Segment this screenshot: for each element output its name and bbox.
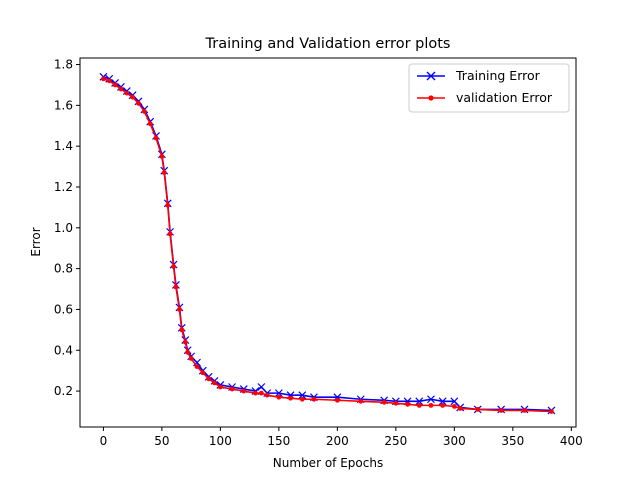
x-axis-label: Number of Epochs: [273, 456, 383, 470]
training-error-point: [193, 358, 201, 367]
validation-error-point: [130, 94, 136, 100]
training-error-point: [274, 389, 283, 398]
y-tick-label: 1.4: [54, 139, 73, 153]
validation-error-point: [276, 394, 282, 400]
training-error-point: [298, 391, 307, 400]
validation-error-point: [522, 408, 527, 413]
plot-area: [99, 72, 556, 415]
y-tick-label: 1.8: [54, 58, 73, 72]
validation-error-point: [358, 398, 364, 404]
validation-error-series: [100, 76, 554, 414]
x-tick-label: 200: [326, 434, 349, 448]
y-tick-label: 0.2: [54, 384, 73, 398]
y-tick-label: 0.6: [54, 302, 73, 316]
validation-error-point: [264, 392, 270, 398]
validation-error-point: [159, 153, 165, 159]
validation-error-point: [171, 264, 176, 269]
y-tick-label: 0.4: [54, 343, 73, 357]
validation-error-point: [100, 76, 106, 82]
x-axis-ticks: 0 50 100 150 200 250 300 350 400: [100, 427, 583, 448]
validation-error-point: [217, 384, 223, 390]
validation-error-point: [498, 408, 504, 413]
validation-error-point: [416, 402, 422, 408]
validation-error-point: [440, 402, 446, 408]
validation-error-point: [258, 390, 264, 396]
x-tick-label: 300: [443, 434, 466, 448]
validation-error-point: [428, 402, 434, 408]
validation-error-point: [106, 78, 112, 84]
validation-error-point: [212, 380, 217, 386]
legend-training-label: Training Error: [455, 68, 541, 83]
validation-error-point: [334, 397, 340, 403]
chart-title: Training and Validation error plots: [205, 36, 451, 52]
validation-error-point: [381, 399, 387, 405]
validation-error-point: [161, 170, 167, 176]
validation-error-point: [182, 339, 188, 345]
validation-error-point: [141, 109, 147, 114]
validation-error-point: [241, 388, 247, 394]
validation-error-point: [179, 327, 185, 333]
training-error-point: [427, 395, 435, 404]
validation-error-point: [185, 349, 191, 355]
validation-error-point: [124, 90, 130, 96]
validation-error-point: [153, 135, 159, 141]
legend: Training Error validation Error: [408, 63, 570, 113]
validation-error-point: [253, 390, 258, 396]
validation-error-point: [194, 364, 200, 369]
x-tick-label: 400: [560, 434, 583, 448]
legend-validation-label: validation Error: [456, 90, 553, 105]
y-tick-label: 1.0: [54, 221, 73, 235]
validation-error-point: [167, 231, 173, 237]
validation-error-point: [393, 400, 399, 406]
validation-error-point: [147, 121, 153, 127]
validation-error-point: [188, 356, 194, 361]
validation-error-point: [165, 202, 171, 208]
validation-error-point: [136, 100, 141, 106]
validation-error-point: [451, 403, 457, 409]
legend-validation-marker: [428, 95, 434, 101]
x-tick-label: 250: [384, 434, 407, 448]
y-tick-label: 0.8: [54, 262, 73, 276]
validation-error-point: [206, 376, 212, 382]
x-tick-label: 50: [154, 434, 169, 448]
legend-training-marker: [426, 71, 436, 81]
validation-error-point: [405, 401, 410, 407]
validation-error-point: [118, 86, 124, 92]
training-error-point: [415, 397, 424, 406]
training-error-point: [450, 397, 459, 406]
x-tick-label: 0: [100, 434, 108, 448]
validation-error-point: [457, 406, 463, 411]
x-tick-label: 100: [209, 434, 232, 448]
y-axis-ticks: 0.2 0.4 0.6 0.8 1.0 1.2 1.4 1.6 1.8: [54, 58, 80, 398]
x-tick-label: 350: [501, 434, 524, 448]
validation-error-point: [549, 409, 554, 414]
validation-error-point: [299, 396, 305, 402]
y-tick-label: 1.6: [54, 98, 73, 112]
validation-error-point: [229, 386, 235, 392]
plot-frame: [79, 57, 577, 428]
validation-error-point: [173, 284, 179, 290]
validation-error-point: [200, 370, 206, 376]
validation-error-point: [288, 395, 293, 401]
validation-error-point: [311, 396, 317, 402]
y-axis-label: Error: [29, 227, 43, 256]
validation-error-point: [177, 307, 182, 312]
training-error-point: [438, 397, 447, 406]
y-tick-label: 1.2: [54, 180, 73, 194]
legend-box: [408, 63, 570, 113]
training-error-point: [257, 383, 266, 391]
validation-error-point: [475, 407, 481, 412]
x-tick-label: 150: [267, 434, 290, 448]
validation-error-point: [112, 82, 118, 88]
